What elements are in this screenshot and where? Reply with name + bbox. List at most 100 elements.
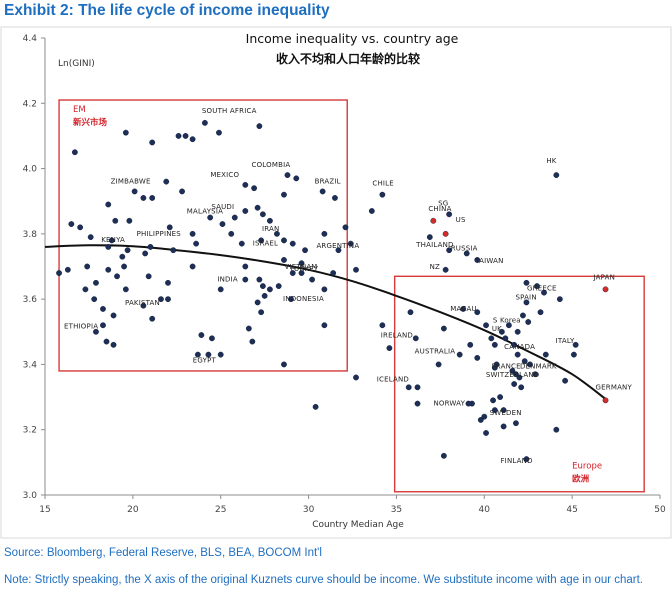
data-point bbox=[511, 341, 518, 348]
data-point bbox=[77, 224, 84, 231]
data-point bbox=[140, 302, 147, 309]
data-point bbox=[435, 361, 442, 368]
data-point bbox=[483, 322, 489, 329]
data-point bbox=[474, 354, 481, 361]
x-tick-label: 45 bbox=[566, 505, 577, 515]
data-point bbox=[201, 119, 208, 126]
point-label: EGYPT bbox=[193, 357, 217, 365]
data-point bbox=[523, 456, 530, 462]
point-label: ZIMBABWE bbox=[111, 177, 151, 185]
data-point bbox=[571, 351, 577, 358]
data-point bbox=[149, 195, 156, 201]
data-point bbox=[498, 328, 505, 335]
y-tick-label: 3.0 bbox=[23, 491, 38, 501]
y-tick-label: 3.2 bbox=[23, 426, 37, 436]
y-tick-label: 4.4 bbox=[23, 34, 38, 44]
point-label: ARGENTINA bbox=[316, 242, 359, 250]
data-point bbox=[258, 309, 265, 316]
data-point bbox=[602, 397, 609, 404]
data-point bbox=[105, 201, 112, 208]
point-label: RUSSIA bbox=[451, 244, 478, 252]
data-point bbox=[302, 247, 308, 254]
data-point bbox=[289, 270, 296, 276]
data-point bbox=[474, 257, 481, 263]
point-label: US bbox=[456, 216, 466, 224]
data-point bbox=[281, 237, 287, 244]
data-point bbox=[523, 299, 530, 306]
data-point bbox=[119, 253, 126, 260]
data-point bbox=[467, 341, 474, 348]
data-point bbox=[368, 208, 375, 214]
point-label: BRAZIL bbox=[315, 177, 341, 185]
y-tick-label: 4.2 bbox=[23, 99, 37, 109]
data-point bbox=[145, 273, 152, 280]
data-point bbox=[110, 312, 117, 319]
point-label: HK bbox=[546, 157, 556, 165]
data-point bbox=[228, 230, 235, 237]
data-point bbox=[256, 276, 263, 283]
data-point bbox=[474, 309, 481, 316]
y-tick-label: 3.8 bbox=[23, 230, 38, 240]
data-point bbox=[562, 377, 569, 384]
data-point bbox=[532, 371, 539, 378]
data-point bbox=[121, 263, 127, 270]
data-point bbox=[523, 279, 530, 286]
data-point bbox=[84, 263, 91, 270]
x-tick-label: 20 bbox=[127, 505, 139, 515]
data-point bbox=[245, 325, 252, 332]
point-label: ISRAEL bbox=[253, 240, 278, 248]
point-label: FRANCE bbox=[492, 362, 521, 370]
data-point bbox=[542, 351, 549, 358]
data-point bbox=[105, 266, 112, 273]
data-point bbox=[189, 263, 196, 270]
point-label: INDONESIA bbox=[283, 295, 324, 303]
data-point bbox=[342, 224, 349, 231]
y-tick-label: 3.6 bbox=[23, 295, 38, 305]
chart-title: Income inequality vs. country age bbox=[246, 31, 459, 46]
y-axis-title: Ln(GINI) bbox=[58, 59, 95, 69]
data-point bbox=[430, 217, 437, 224]
data-point bbox=[217, 286, 224, 293]
data-point bbox=[259, 211, 266, 218]
point-label: SWEDEN bbox=[490, 409, 522, 417]
point-label: ICELAND bbox=[377, 375, 409, 383]
data-point bbox=[281, 361, 287, 368]
region-box bbox=[393, 275, 645, 493]
data-point bbox=[114, 273, 120, 280]
data-point bbox=[502, 335, 509, 342]
data-point bbox=[64, 266, 71, 273]
data-points bbox=[56, 119, 609, 462]
data-point bbox=[126, 217, 133, 224]
data-point bbox=[165, 296, 171, 303]
data-point bbox=[108, 237, 115, 244]
data-point bbox=[488, 335, 495, 342]
data-point bbox=[194, 351, 201, 358]
data-point bbox=[242, 208, 249, 214]
data-point bbox=[525, 319, 532, 325]
data-point bbox=[147, 244, 154, 250]
data-point bbox=[440, 452, 447, 459]
data-point bbox=[209, 335, 215, 342]
data-point bbox=[207, 214, 214, 221]
point-label: GREECE bbox=[527, 285, 557, 293]
data-point bbox=[321, 322, 328, 329]
x-tick-label: 30 bbox=[303, 505, 315, 515]
data-point bbox=[442, 266, 449, 273]
region-box bbox=[58, 99, 348, 372]
data-point bbox=[259, 283, 266, 289]
point-label: PAKISTAN bbox=[125, 299, 160, 307]
point-label: THAILAND bbox=[415, 241, 453, 249]
data-point bbox=[500, 407, 507, 414]
data-point bbox=[537, 309, 544, 316]
data-point bbox=[205, 351, 212, 358]
data-point bbox=[456, 351, 463, 358]
point-label: PHILIPPINES bbox=[137, 230, 182, 238]
exhibit-title: Exhibit 2: The life cycle of income ineq… bbox=[4, 2, 330, 19]
data-point bbox=[103, 338, 110, 345]
data-point bbox=[490, 397, 496, 404]
data-point bbox=[189, 230, 196, 237]
data-point bbox=[193, 240, 200, 247]
data-point bbox=[298, 270, 305, 276]
data-point bbox=[527, 361, 533, 368]
point-label: SG bbox=[438, 199, 448, 207]
